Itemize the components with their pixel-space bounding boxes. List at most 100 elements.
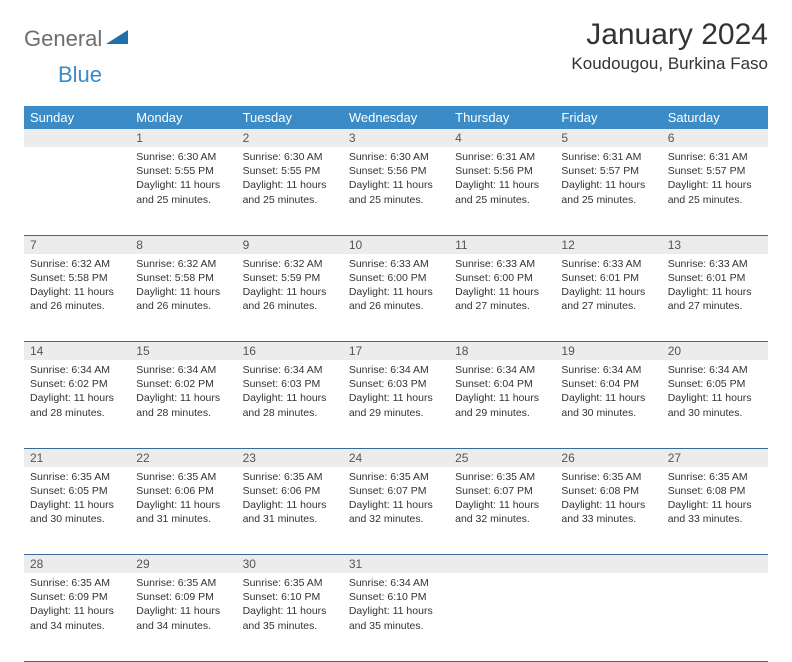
day-number: 3 <box>343 129 449 147</box>
day-cell: Sunrise: 6:31 AMSunset: 5:57 PMDaylight:… <box>555 147 661 235</box>
sunset-text: Sunset: 6:04 PM <box>561 377 655 391</box>
day-number: 2 <box>237 129 343 147</box>
d2-text: and 26 minutes. <box>136 299 230 313</box>
sunset-text: Sunset: 6:03 PM <box>243 377 337 391</box>
day-details: Sunrise: 6:31 AMSunset: 5:56 PMDaylight:… <box>449 147 555 213</box>
day-cell <box>449 573 555 661</box>
day-cell: Sunrise: 6:34 AMSunset: 6:02 PMDaylight:… <box>130 360 236 448</box>
d1-text: Daylight: 11 hours <box>455 178 549 192</box>
d1-text: Daylight: 11 hours <box>30 285 124 299</box>
day-details: Sunrise: 6:35 AMSunset: 6:10 PMDaylight:… <box>237 573 343 639</box>
day-number: 24 <box>343 448 449 467</box>
sunset-text: Sunset: 5:55 PM <box>136 164 230 178</box>
sunrise-text: Sunrise: 6:30 AM <box>349 150 443 164</box>
sunrise-text: Sunrise: 6:34 AM <box>30 363 124 377</box>
day-number <box>662 555 768 574</box>
day-cell: Sunrise: 6:32 AMSunset: 5:59 PMDaylight:… <box>237 254 343 342</box>
sunset-text: Sunset: 6:00 PM <box>349 271 443 285</box>
d1-text: Daylight: 11 hours <box>136 391 230 405</box>
sunset-text: Sunset: 6:02 PM <box>30 377 124 391</box>
day-details: Sunrise: 6:35 AMSunset: 6:09 PMDaylight:… <box>130 573 236 639</box>
d2-text: and 26 minutes. <box>243 299 337 313</box>
day-details: Sunrise: 6:35 AMSunset: 6:09 PMDaylight:… <box>24 573 130 639</box>
sunset-text: Sunset: 6:01 PM <box>668 271 762 285</box>
d2-text: and 25 minutes. <box>349 193 443 207</box>
sunrise-text: Sunrise: 6:30 AM <box>136 150 230 164</box>
day-number: 9 <box>237 235 343 254</box>
day-details: Sunrise: 6:30 AMSunset: 5:55 PMDaylight:… <box>237 147 343 213</box>
day-number: 12 <box>555 235 661 254</box>
sunset-text: Sunset: 5:58 PM <box>30 271 124 285</box>
day-cell: Sunrise: 6:34 AMSunset: 6:02 PMDaylight:… <box>24 360 130 448</box>
sunrise-text: Sunrise: 6:32 AM <box>30 257 124 271</box>
d1-text: Daylight: 11 hours <box>243 604 337 618</box>
day-number: 30 <box>237 555 343 574</box>
d1-text: Daylight: 11 hours <box>243 178 337 192</box>
day-cell: Sunrise: 6:35 AMSunset: 6:07 PMDaylight:… <box>343 467 449 555</box>
day-number: 27 <box>662 448 768 467</box>
sunrise-text: Sunrise: 6:35 AM <box>668 470 762 484</box>
sunrise-text: Sunrise: 6:35 AM <box>136 576 230 590</box>
logo-text-blue: Blue <box>58 62 792 88</box>
d1-text: Daylight: 11 hours <box>243 391 337 405</box>
sunset-text: Sunset: 6:09 PM <box>30 590 124 604</box>
d2-text: and 25 minutes. <box>455 193 549 207</box>
sunset-text: Sunset: 6:07 PM <box>349 484 443 498</box>
day-cell: Sunrise: 6:35 AMSunset: 6:10 PMDaylight:… <box>237 573 343 661</box>
day-cell: Sunrise: 6:34 AMSunset: 6:03 PMDaylight:… <box>237 360 343 448</box>
d2-text: and 30 minutes. <box>30 512 124 526</box>
day-cell: Sunrise: 6:30 AMSunset: 5:56 PMDaylight:… <box>343 147 449 235</box>
d1-text: Daylight: 11 hours <box>349 604 443 618</box>
day-details: Sunrise: 6:35 AMSunset: 6:08 PMDaylight:… <box>662 467 768 533</box>
sunset-text: Sunset: 5:57 PM <box>668 164 762 178</box>
day-number: 5 <box>555 129 661 147</box>
weekday-header: Thursday <box>449 106 555 129</box>
weekday-header: Friday <box>555 106 661 129</box>
day-cell: Sunrise: 6:35 AMSunset: 6:08 PMDaylight:… <box>662 467 768 555</box>
month-title: January 2024 <box>571 18 768 52</box>
sunset-text: Sunset: 6:02 PM <box>136 377 230 391</box>
sunrise-text: Sunrise: 6:35 AM <box>136 470 230 484</box>
sunrise-text: Sunrise: 6:31 AM <box>668 150 762 164</box>
sunset-text: Sunset: 6:05 PM <box>30 484 124 498</box>
sunset-text: Sunset: 6:04 PM <box>455 377 549 391</box>
d1-text: Daylight: 11 hours <box>136 285 230 299</box>
day-number: 29 <box>130 555 236 574</box>
weekday-header: Monday <box>130 106 236 129</box>
sunset-text: Sunset: 6:10 PM <box>349 590 443 604</box>
sunset-text: Sunset: 6:05 PM <box>668 377 762 391</box>
day-number: 14 <box>24 342 130 361</box>
day-cell: Sunrise: 6:34 AMSunset: 6:03 PMDaylight:… <box>343 360 449 448</box>
sunrise-text: Sunrise: 6:33 AM <box>455 257 549 271</box>
d1-text: Daylight: 11 hours <box>668 285 762 299</box>
week-row: Sunrise: 6:35 AM Sunset: 6:09 PM Daylight:… <box>24 573 768 661</box>
day-number-row: 28293031 <box>24 555 768 574</box>
weekday-header: Wednesday <box>343 106 449 129</box>
day-cell: Sunrise: 6:35 AMSunset: 6:05 PMDaylight:… <box>24 467 130 555</box>
sunrise-text: Sunrise: 6:34 AM <box>668 363 762 377</box>
day-number: 17 <box>343 342 449 361</box>
logo-text-general: General <box>24 26 102 52</box>
d1-text: Daylight: 11 hours <box>668 391 762 405</box>
day-number: 1 <box>130 129 236 147</box>
day-number: 10 <box>343 235 449 254</box>
sunrise-text: Sunrise: 6:33 AM <box>561 257 655 271</box>
d1-text: Daylight: 11 hours <box>561 498 655 512</box>
d1-text: Daylight: 11 hours <box>243 285 337 299</box>
day-cell: Sunrise: 6:30 AMSunset: 5:55 PMDaylight:… <box>237 147 343 235</box>
day-number-row: 14151617181920 <box>24 342 768 361</box>
d1-text: Daylight: 11 hours <box>349 178 443 192</box>
day-number: 18 <box>449 342 555 361</box>
day-cell: Sunrise: 6:32 AMSunset: 5:58 PMDaylight:… <box>130 254 236 342</box>
weekday-header-row: Sunday Monday Tuesday Wednesday Thursday… <box>24 106 768 129</box>
week-row: Sunrise: 6:32 AMSunset: 5:58 PMDaylight:… <box>24 254 768 342</box>
day-details: Sunrise: 6:31 AMSunset: 5:57 PMDaylight:… <box>555 147 661 213</box>
d2-text: and 32 minutes. <box>349 512 443 526</box>
day-number: 7 <box>24 235 130 254</box>
day-details: Sunrise: 6:33 AMSunset: 6:01 PMDaylight:… <box>555 254 661 320</box>
week-row: Sunrise: 6:35 AM Sunset: 6:05 PM Daylight:… <box>24 467 768 555</box>
weekday-header: Sunday <box>24 106 130 129</box>
day-cell: Sunrise: 6:35 AMSunset: 6:06 PMDaylight:… <box>130 467 236 555</box>
d2-text: and 28 minutes. <box>30 406 124 420</box>
day-number: 4 <box>449 129 555 147</box>
